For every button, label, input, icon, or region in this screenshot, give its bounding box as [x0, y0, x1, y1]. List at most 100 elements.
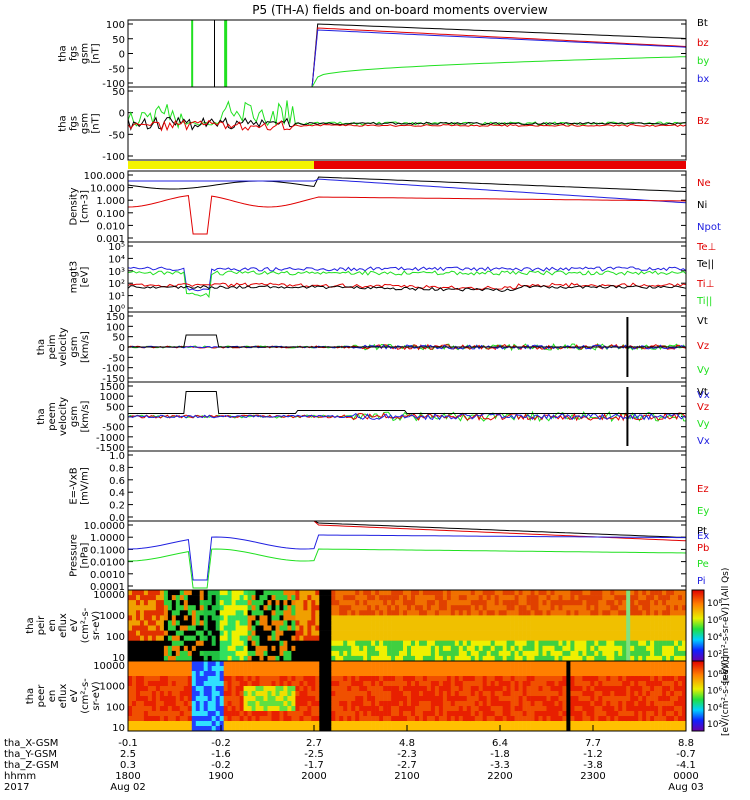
heatmap-cell: [586, 625, 591, 631]
heatmap-cell: [530, 661, 535, 667]
heatmap-cell: [411, 595, 416, 601]
heatmap-cell: [446, 620, 452, 626]
heatmap-cell: [140, 610, 145, 616]
heatmap-cell: [462, 706, 468, 712]
heatmap-cell: [466, 640, 472, 647]
heatmap-cell: [670, 630, 675, 636]
heatmap-cell: [247, 686, 252, 692]
heatmap-cell: [399, 600, 404, 606]
heatmap-cell: [530, 676, 535, 682]
heatmap-cell: [594, 716, 599, 722]
heatmap-cell: [395, 716, 400, 722]
heatmap-cell: [430, 590, 436, 596]
heatmap-cell: [299, 615, 304, 621]
heatmap-cell: [670, 726, 675, 732]
heatmap-cell: [518, 716, 523, 722]
heatmap-cell: [136, 605, 141, 611]
heatmap-cell: [128, 620, 133, 626]
heatmap-cell: [666, 696, 671, 702]
heatmap-cell: [622, 701, 627, 707]
heatmap-cell: [415, 706, 420, 712]
heatmap-cell: [606, 655, 611, 662]
heatmap-cell: [231, 630, 236, 636]
heatmap-cell: [434, 590, 440, 596]
heatmap-cell: [666, 590, 671, 596]
heatmap-cell: [626, 671, 631, 677]
y-axis-label: [nT]: [91, 113, 102, 133]
heatmap-cell: [179, 661, 185, 667]
heatmap-cell: [355, 666, 360, 672]
y-tick-label: 10.000: [90, 184, 125, 195]
heatmap-cell: [630, 716, 635, 722]
heatmap-cell: [183, 666, 189, 672]
heatmap-cell: [147, 645, 153, 652]
heatmap-cell: [415, 655, 420, 662]
heatmap-cell: [207, 595, 212, 601]
legend-label: Te||: [696, 259, 714, 270]
heatmap-cell: [367, 706, 372, 712]
heatmap-cell: [546, 676, 551, 682]
heatmap-cell: [171, 661, 177, 667]
heatmap-cell: [638, 711, 643, 717]
heatmap-cell: [291, 711, 296, 717]
heatmap-cell: [128, 610, 133, 616]
heatmap-cell: [351, 655, 356, 662]
heatmap-cell: [415, 671, 420, 677]
heatmap-cell: [610, 681, 615, 687]
heatmap-cell: [438, 721, 444, 727]
heatmap-cell: [470, 666, 476, 672]
heatmap-cell: [359, 605, 364, 611]
heatmap-cell: [482, 595, 487, 601]
heatmap-cell: [666, 666, 671, 672]
heatmap-cell: [271, 721, 276, 727]
colorbar-tick-label: 10⁸: [707, 599, 722, 609]
heatmap-cell: [582, 590, 587, 596]
heatmap-cell: [251, 696, 256, 702]
heatmap-cell: [407, 650, 412, 657]
heatmap-cell: [438, 716, 444, 722]
heatmap-cell: [355, 615, 360, 621]
heatmap-cell: [646, 726, 651, 732]
heatmap-cell: [171, 630, 177, 636]
heatmap-cell: [654, 625, 659, 631]
heatmap-cell: [570, 620, 575, 626]
heatmap-cell: [602, 726, 607, 732]
heatmap-cell: [303, 615, 308, 621]
heatmap-cell: [251, 676, 256, 682]
heatmap-cell: [263, 615, 268, 621]
heatmap-cell: [303, 686, 308, 692]
y-axis-label: [cm-3]: [80, 190, 91, 223]
heatmap-cell: [450, 630, 456, 636]
heatmap-cell: [662, 696, 667, 702]
heatmap-cell: [610, 625, 615, 631]
heatmap-cell: [351, 595, 356, 601]
heatmap-cell: [219, 655, 224, 662]
heatmap-cell: [128, 676, 133, 682]
heatmap-cell: [411, 590, 416, 596]
heatmap-cell: [187, 635, 193, 641]
heatmap-cell: [478, 701, 483, 707]
heatmap-cell: [163, 671, 169, 677]
heatmap-cell: [219, 666, 224, 672]
heatmap-cell: [411, 625, 416, 631]
heatmap-cell: [363, 630, 368, 636]
heatmap-cell: [251, 610, 256, 616]
heatmap-cell: [526, 701, 531, 707]
heatmap-cell: [331, 600, 336, 606]
heatmap-cell: [331, 590, 336, 596]
axis-row-value: -2.7: [397, 760, 417, 771]
heatmap-cell: [379, 696, 384, 702]
heatmap-cell: [582, 666, 587, 672]
heatmap-cell: [203, 645, 208, 652]
heatmap-cell: [530, 691, 535, 697]
heatmap-cell: [494, 630, 499, 636]
y-tick-label: 0: [119, 109, 125, 120]
heatmap-cell: [590, 640, 595, 647]
heatmap-cell: [283, 655, 288, 662]
heatmap-cell: [251, 721, 256, 727]
heatmap-cell: [335, 640, 340, 647]
heatmap-cell: [506, 721, 511, 727]
heatmap-cell: [498, 650, 503, 657]
heatmap-cell: [147, 625, 153, 631]
heatmap-cell: [490, 696, 495, 702]
